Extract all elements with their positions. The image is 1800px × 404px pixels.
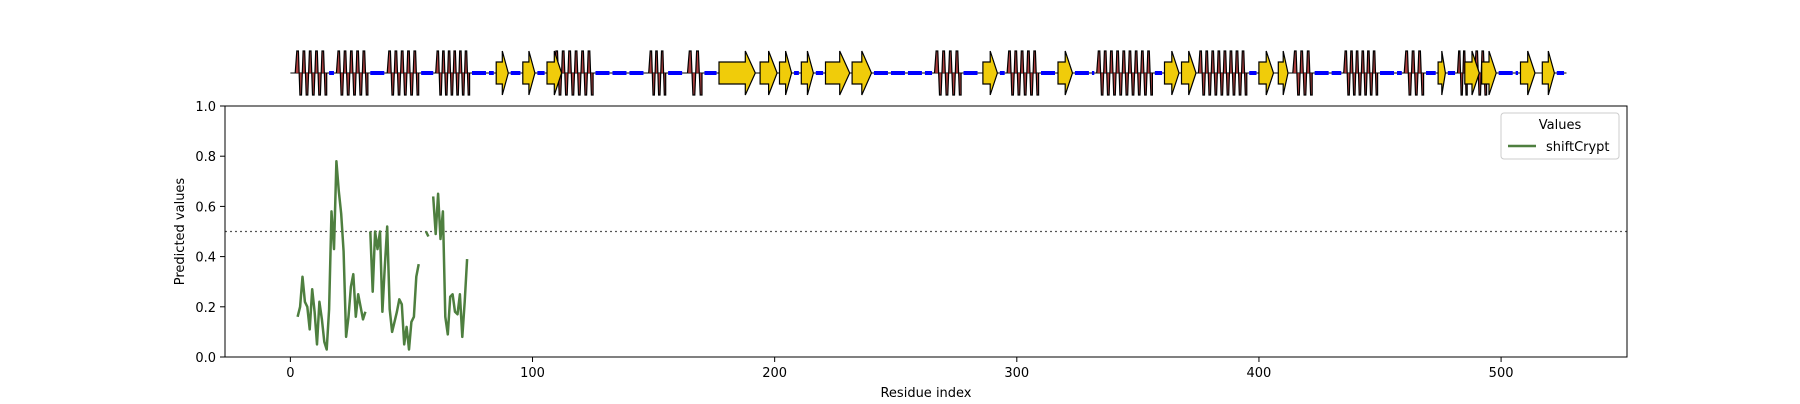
ss-strand bbox=[1464, 50, 1480, 96]
series-line-0-segment-3 bbox=[431, 192, 469, 339]
ss-helix bbox=[1343, 50, 1379, 96]
x-tick-label: 500 bbox=[1489, 366, 1514, 381]
legend-box bbox=[1500, 112, 1620, 160]
y-tick-label: 0.4 bbox=[195, 251, 216, 266]
secondary-structure-track bbox=[290, 50, 1567, 96]
ss-strand bbox=[495, 50, 509, 96]
x-axis: 0 100 200 300 400 500 Residue index bbox=[286, 357, 1514, 401]
y-tick-label: 0.0 bbox=[195, 351, 216, 366]
ss-helix bbox=[335, 50, 369, 96]
ss-strand bbox=[800, 50, 815, 96]
ss-helix bbox=[686, 50, 703, 96]
ss-strand bbox=[1057, 50, 1074, 96]
ss-helix bbox=[1006, 50, 1040, 96]
ss-strand bbox=[1437, 50, 1447, 96]
ss-helix bbox=[1292, 50, 1313, 96]
ss-strand bbox=[522, 50, 536, 96]
ss-strand bbox=[546, 50, 563, 96]
x-tick-label: 300 bbox=[1004, 366, 1029, 381]
series-line-0-segment-1 bbox=[369, 225, 420, 351]
y-axis-label: Predicted values bbox=[173, 178, 188, 286]
series-line-0-segment-2 bbox=[424, 230, 430, 238]
ss-strand bbox=[1519, 50, 1536, 96]
y-tick-label: 0.6 bbox=[195, 200, 216, 215]
ss-helix bbox=[648, 50, 667, 96]
ss-strand bbox=[1258, 50, 1275, 96]
ss-strand bbox=[718, 50, 756, 96]
legend-entry: shiftCrypt bbox=[1546, 140, 1610, 155]
y-tick-label: 1.0 bbox=[195, 100, 216, 115]
x-tick-label: 400 bbox=[1247, 366, 1272, 381]
legend: Values shiftCrypt bbox=[1500, 112, 1620, 160]
x-tick-label: 200 bbox=[762, 366, 787, 381]
ss-helix bbox=[435, 50, 471, 96]
ss-strand bbox=[1163, 50, 1180, 96]
ss-helix bbox=[386, 50, 420, 96]
ss-helix bbox=[933, 50, 962, 96]
ss-strand bbox=[824, 50, 851, 96]
ss-strand bbox=[759, 50, 778, 96]
ss-strand bbox=[778, 50, 793, 96]
ss-strand bbox=[982, 50, 999, 96]
y-tick-label: 0.8 bbox=[195, 150, 216, 165]
y-tick-label: 0.2 bbox=[195, 301, 216, 316]
ss-helix bbox=[1096, 50, 1153, 96]
series-line-0-segment-0 bbox=[296, 159, 367, 351]
x-axis-label: Residue index bbox=[880, 386, 971, 400]
y-axis: 0.0 0.2 0.4 0.6 0.8 1.0 Predicted values bbox=[173, 100, 225, 366]
ss-helix bbox=[1197, 50, 1248, 96]
ss-strand bbox=[851, 50, 873, 96]
ss-strand bbox=[1541, 50, 1556, 96]
ss-helix bbox=[553, 50, 594, 96]
ss-strand bbox=[1277, 50, 1289, 96]
x-tick-label: 100 bbox=[520, 366, 545, 381]
legend-title: Values bbox=[1539, 118, 1582, 133]
plot-area bbox=[224, 105, 1628, 358]
plot-frame bbox=[224, 105, 1628, 358]
ss-strand bbox=[1180, 50, 1197, 96]
ss-helix bbox=[1403, 50, 1425, 96]
ss-strand bbox=[1481, 50, 1497, 96]
ss-helix bbox=[294, 50, 328, 96]
x-tick-label: 0 bbox=[286, 366, 294, 381]
